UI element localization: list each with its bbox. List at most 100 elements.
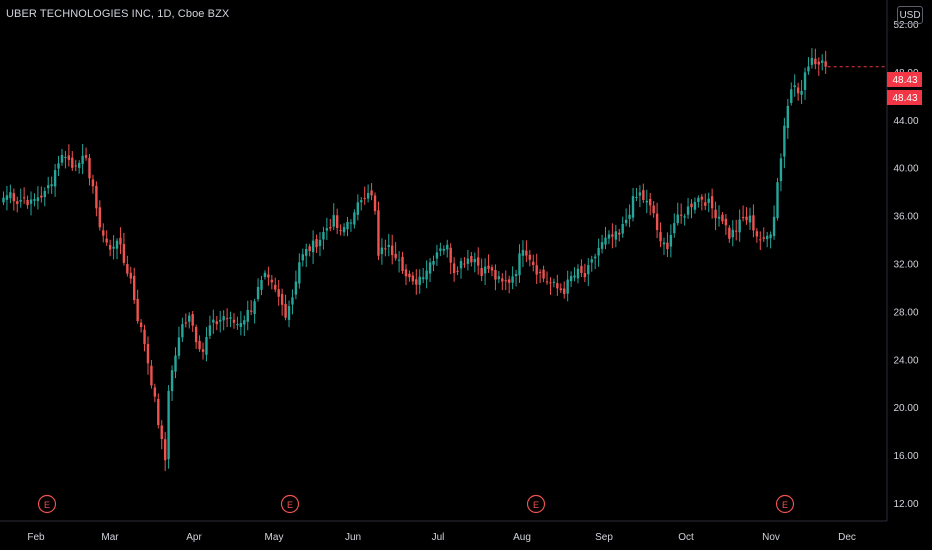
candle <box>483 258 487 286</box>
candle <box>752 204 755 238</box>
candle <box>363 186 366 205</box>
candle <box>391 234 394 265</box>
price-tick-label: 20.00 <box>893 403 918 414</box>
candle <box>587 258 590 286</box>
time-tick-label: Jun <box>345 532 361 543</box>
candle <box>84 147 88 161</box>
candle <box>459 257 463 279</box>
candle <box>511 266 514 290</box>
candle <box>335 208 339 235</box>
candle <box>88 154 91 186</box>
candle <box>507 275 511 294</box>
candle <box>439 242 442 257</box>
candle <box>249 300 253 316</box>
price-tick-label: 40.00 <box>893 164 918 175</box>
time-tick-label: Sep <box>595 532 613 543</box>
candle <box>618 228 621 242</box>
symbol-title: UBER TECHNOLOGIES INC, 1D, Cboe BZX <box>6 8 230 20</box>
candle <box>765 231 769 248</box>
candle <box>673 213 676 238</box>
candle <box>477 247 480 275</box>
time-tick-label: May <box>265 532 284 543</box>
candle <box>738 209 741 242</box>
candle <box>428 258 432 282</box>
candle <box>624 208 628 227</box>
candle <box>690 199 693 219</box>
candle <box>246 300 249 331</box>
candle <box>552 278 556 288</box>
candle <box>769 231 772 249</box>
candle <box>260 275 263 296</box>
candle <box>693 197 697 214</box>
candle <box>528 250 532 267</box>
earnings-marker[interactable]: E <box>280 494 300 514</box>
earnings-marker[interactable]: E <box>775 494 795 514</box>
candle <box>525 240 528 263</box>
candle <box>43 187 46 207</box>
candle <box>566 270 569 302</box>
candle <box>803 67 807 100</box>
candle <box>535 253 538 284</box>
candle <box>188 312 191 329</box>
candle <box>721 211 724 225</box>
candle <box>662 237 666 255</box>
earnings-marker[interactable]: E <box>526 494 546 514</box>
candle <box>53 163 57 197</box>
candle <box>222 310 225 331</box>
candle <box>779 153 783 192</box>
candle <box>205 327 208 362</box>
candle <box>683 213 686 226</box>
candle <box>790 82 793 106</box>
currency-button[interactable]: USD <box>897 6 923 24</box>
svg-text:E: E <box>44 500 50 510</box>
last-price-text: 48.43 <box>892 75 917 86</box>
candle <box>710 188 714 219</box>
candle <box>136 289 139 324</box>
candle <box>635 188 638 202</box>
earnings-marker[interactable]: E <box>37 494 57 514</box>
time-tick-label: Nov <box>762 532 780 543</box>
candle <box>12 188 16 211</box>
candle <box>191 311 194 332</box>
candle <box>387 233 390 257</box>
candle <box>659 222 662 248</box>
candle <box>817 57 820 76</box>
candle <box>36 186 40 210</box>
time-tick-label: Apr <box>186 532 202 543</box>
candle <box>280 288 284 316</box>
candle <box>728 225 731 243</box>
price-tick-label: 32.00 <box>893 259 918 270</box>
candle <box>277 280 280 306</box>
candle <box>576 264 580 284</box>
candle <box>415 269 418 295</box>
candle <box>824 50 827 74</box>
candle <box>33 193 36 207</box>
candle <box>741 205 745 222</box>
candle <box>686 198 690 219</box>
candle <box>67 144 71 167</box>
candle <box>404 264 408 286</box>
candle <box>487 254 490 273</box>
candle <box>105 230 108 246</box>
candle <box>184 313 188 328</box>
candle <box>580 259 583 278</box>
candle <box>329 218 332 232</box>
candle <box>243 315 246 336</box>
candle <box>353 209 356 229</box>
candle <box>270 274 274 290</box>
candle <box>256 278 260 302</box>
candle <box>181 317 184 342</box>
candle <box>538 269 542 283</box>
candle <box>518 244 521 283</box>
candle <box>731 220 734 247</box>
candle <box>556 274 559 296</box>
candle <box>796 82 800 101</box>
candle <box>642 183 645 204</box>
candle <box>177 326 181 360</box>
candle <box>267 266 270 286</box>
candle <box>98 200 102 231</box>
time-axis[interactable]: Feb Mar Apr May Jun Jul Aug Sep Oct Nov Dec <box>27 532 856 543</box>
candle <box>332 203 335 231</box>
